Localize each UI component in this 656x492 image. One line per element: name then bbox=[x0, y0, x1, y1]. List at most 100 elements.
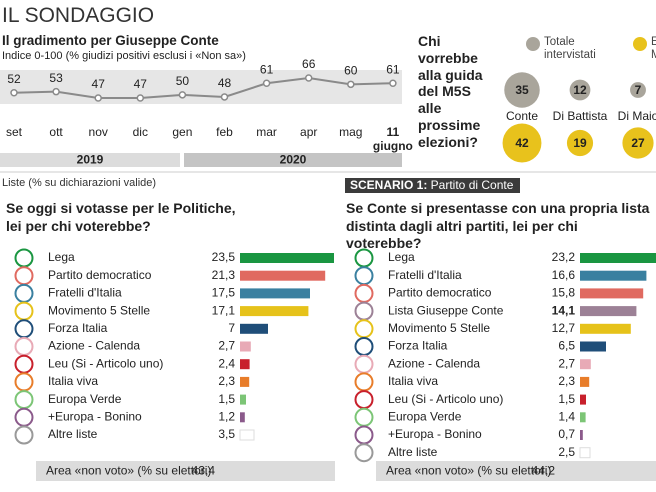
chart-title: Chi vorrebbe alla guida del M5S alle pro… bbox=[418, 33, 483, 150]
party-logo bbox=[14, 319, 34, 339]
footer-box bbox=[376, 461, 656, 481]
category-label: Movimento 5 Stelle bbox=[48, 303, 150, 317]
bubble bbox=[502, 123, 542, 163]
category-label: Conte bbox=[506, 109, 538, 123]
category-label: Di Maio bbox=[618, 109, 656, 123]
bubble-label: 42 bbox=[515, 136, 529, 150]
bar bbox=[240, 323, 268, 334]
value-label: 1,5 bbox=[558, 392, 575, 406]
bar bbox=[240, 270, 326, 281]
party-logo bbox=[14, 354, 34, 374]
point bbox=[220, 93, 229, 101]
year-band bbox=[0, 153, 180, 167]
x-tick-label: feb bbox=[216, 125, 233, 139]
category-label: Europa Verde bbox=[388, 409, 462, 423]
bubble bbox=[569, 79, 591, 101]
bar bbox=[240, 253, 334, 263]
category-label: Lista Giuseppe Conte bbox=[388, 303, 504, 317]
value-label: 0,7 bbox=[558, 427, 575, 441]
value-label: 17,5 bbox=[212, 286, 236, 300]
bar bbox=[580, 412, 586, 423]
category-label: Altre liste bbox=[388, 445, 438, 459]
x-tick-label: mar bbox=[256, 125, 277, 139]
bar bbox=[240, 394, 246, 405]
category-label: Altre liste bbox=[48, 427, 98, 441]
value-label: 2,4 bbox=[218, 356, 235, 370]
point bbox=[178, 91, 187, 99]
category-label: Forza Italia bbox=[48, 321, 108, 335]
value-label: 61 bbox=[386, 62, 400, 76]
value-label: 1,4 bbox=[558, 409, 575, 423]
bubble-label: 19 bbox=[573, 136, 587, 150]
bar bbox=[240, 288, 310, 299]
chart-subtitle: Indice 0-100 (% giudizi positivi esclusi… bbox=[2, 50, 246, 62]
value-label: 53 bbox=[49, 71, 63, 85]
x-tick-label: set bbox=[6, 125, 23, 139]
bubble-label: 7 bbox=[635, 83, 642, 97]
scenario-header: SCENARIO 1: Partito di Conte bbox=[350, 178, 514, 192]
value-label: 61 bbox=[260, 62, 274, 76]
category-label: Azione - Calenda bbox=[48, 339, 140, 353]
x-tick-label: mag bbox=[339, 125, 362, 139]
footer-label: Area «non voto» (% su elettori) bbox=[386, 464, 551, 478]
party-logo bbox=[354, 372, 374, 392]
category-label: Leu (Si - Articolo uno) bbox=[48, 356, 163, 370]
footer-box bbox=[36, 461, 335, 481]
category-label: +Europa - Bonino bbox=[48, 409, 142, 423]
value-label: 15,8 bbox=[552, 286, 576, 300]
value-label: 47 bbox=[92, 77, 106, 91]
party-logo bbox=[14, 425, 34, 445]
bubble-label: 12 bbox=[573, 83, 587, 97]
point bbox=[262, 79, 271, 88]
category-label: Lega bbox=[388, 250, 415, 264]
point bbox=[136, 94, 145, 102]
bar bbox=[580, 430, 583, 440]
value-label: 2,7 bbox=[558, 356, 575, 370]
bar bbox=[240, 306, 309, 317]
bar bbox=[580, 376, 590, 387]
x-tick-label: nov bbox=[89, 125, 108, 139]
category-label: Forza Italia bbox=[388, 339, 448, 353]
bar bbox=[580, 359, 591, 370]
footer-label: Area «non voto» (% su elettori) bbox=[46, 464, 211, 478]
point bbox=[389, 79, 397, 88]
party-logo bbox=[354, 425, 374, 445]
party-logo bbox=[14, 372, 34, 392]
bar bbox=[239, 429, 255, 441]
page-header: IL SONDAGGIO bbox=[2, 4, 155, 27]
bar bbox=[580, 288, 644, 299]
party-logo bbox=[14, 337, 34, 356]
value-label: 2,7 bbox=[218, 339, 235, 353]
note: Liste (% su dichiarazioni valide) bbox=[2, 177, 157, 189]
party-logo bbox=[354, 390, 374, 410]
point bbox=[94, 94, 102, 102]
point bbox=[10, 88, 18, 97]
bar bbox=[580, 306, 637, 317]
value-label: 50 bbox=[176, 74, 190, 88]
category-label: Azione - Calenda bbox=[388, 356, 480, 370]
party-logo bbox=[14, 301, 34, 321]
value-label: 66 bbox=[302, 57, 316, 71]
value-label: 1,2 bbox=[218, 409, 235, 423]
value-label: 48 bbox=[218, 76, 232, 90]
party-logo bbox=[354, 407, 374, 427]
footer-value: 43,4 bbox=[192, 464, 216, 478]
value-label: 1,5 bbox=[218, 392, 235, 406]
bubble-label: 27 bbox=[631, 136, 645, 150]
category-label: Fratelli d'Italia bbox=[388, 268, 462, 282]
category-label: Movimento 5 Stelle bbox=[388, 321, 490, 335]
category-label: +Europa - Bonino bbox=[388, 427, 482, 441]
party-logo bbox=[14, 266, 34, 286]
bar bbox=[580, 253, 656, 263]
value-label: 14,1 bbox=[552, 303, 576, 317]
question: Se oggi si votasse per le Politiche, lei… bbox=[6, 200, 236, 234]
category-label: Partito democratico bbox=[388, 286, 492, 300]
chart-title: Il gradimento per Giuseppe Conte bbox=[2, 33, 219, 48]
value-label: 2,3 bbox=[558, 374, 575, 388]
value-label: 7 bbox=[228, 321, 235, 335]
point bbox=[304, 74, 313, 82]
party-logo bbox=[14, 390, 34, 410]
party-logo bbox=[354, 301, 374, 321]
